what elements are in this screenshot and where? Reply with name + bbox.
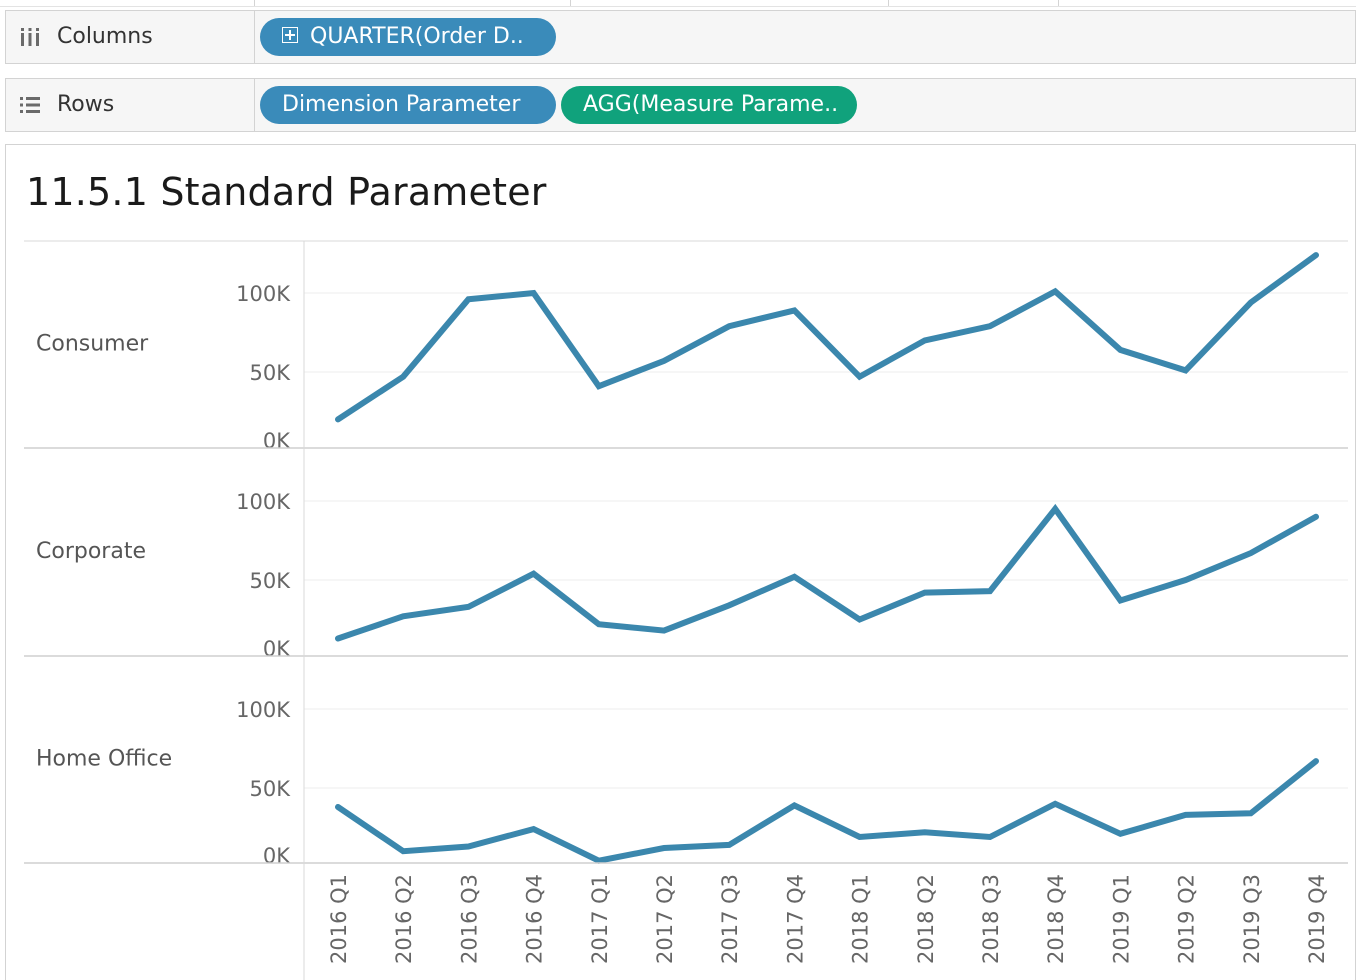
columns-shelf-label: Columns	[6, 11, 255, 63]
x-tick-label: 2016 Q1	[327, 874, 351, 964]
top-divider	[888, 0, 889, 6]
dimension-parameter-pill[interactable]: Dimension Parameter	[260, 86, 556, 124]
y-tick-label: 100K	[236, 490, 291, 514]
measure-parameter-pill[interactable]: AGG(Measure Parame..	[561, 86, 857, 124]
sheet-title: 11.5.1 Standard Parameter	[26, 170, 547, 214]
y-tick-label: 100K	[236, 698, 291, 722]
y-tick-label: 100K	[236, 282, 291, 306]
columns-label: Columns	[57, 24, 153, 49]
view-area	[5, 144, 1356, 980]
rows-icon	[20, 97, 40, 113]
x-tick-label: 2017 Q3	[718, 874, 742, 964]
y-tick-label: 50K	[250, 569, 292, 593]
x-tick-label: 2017 Q4	[783, 874, 807, 964]
x-tick-label: 2019 Q4	[1305, 874, 1329, 964]
series-line[interactable]	[335, 758, 1319, 864]
row-header-label: Corporate	[36, 539, 146, 564]
top-divider	[570, 0, 571, 6]
x-tick-label: 2018 Q2	[914, 874, 938, 964]
x-tick-label: 2016 Q4	[523, 874, 547, 964]
row-header-label: Home Office	[36, 747, 172, 772]
columns-icon	[21, 28, 39, 46]
y-tick-label: 0K	[263, 637, 291, 661]
x-tick-label: 2017 Q2	[653, 874, 677, 964]
rows-label: Rows	[57, 92, 115, 117]
row-header-label: Consumer	[36, 332, 149, 357]
x-tick-label: 2019 Q2	[1175, 874, 1199, 964]
x-tick-label: 2018 Q1	[849, 874, 873, 964]
pill-label: Dimension Parameter	[282, 92, 521, 117]
x-tick-label: 2016 Q2	[392, 874, 416, 964]
y-tick-label: 0K	[263, 429, 291, 453]
quarter-order-date-pill[interactable]: QUARTER(Order D..	[260, 18, 556, 56]
top-divider	[1058, 0, 1059, 6]
x-tick-label: 2018 Q3	[979, 874, 1003, 964]
expand-plus-icon[interactable]	[282, 27, 298, 43]
top-divider	[254, 0, 255, 6]
columns-shelf: Columns QUARTER(Order D..	[5, 10, 1356, 64]
series-line[interactable]	[335, 503, 1319, 642]
pill-label: AGG(Measure Parame..	[583, 92, 839, 117]
y-tick-label: 0K	[263, 844, 291, 868]
top-strip	[0, 0, 1356, 7]
series-line[interactable]	[335, 252, 1319, 423]
x-tick-label: 2018 Q4	[1044, 874, 1068, 964]
rows-shelf-label: Rows	[6, 79, 255, 131]
x-tick-label: 2019 Q1	[1109, 874, 1133, 964]
y-tick-label: 50K	[250, 777, 292, 801]
x-tick-label: 2016 Q3	[457, 874, 481, 964]
x-tick-label: 2019 Q3	[1240, 874, 1264, 964]
rows-shelf: Rows Dimension Parameter AGG(Measure Par…	[5, 78, 1356, 132]
x-tick-label: 2017 Q1	[588, 874, 612, 964]
pill-label: QUARTER(Order D..	[310, 24, 524, 49]
y-tick-label: 50K	[250, 361, 292, 385]
